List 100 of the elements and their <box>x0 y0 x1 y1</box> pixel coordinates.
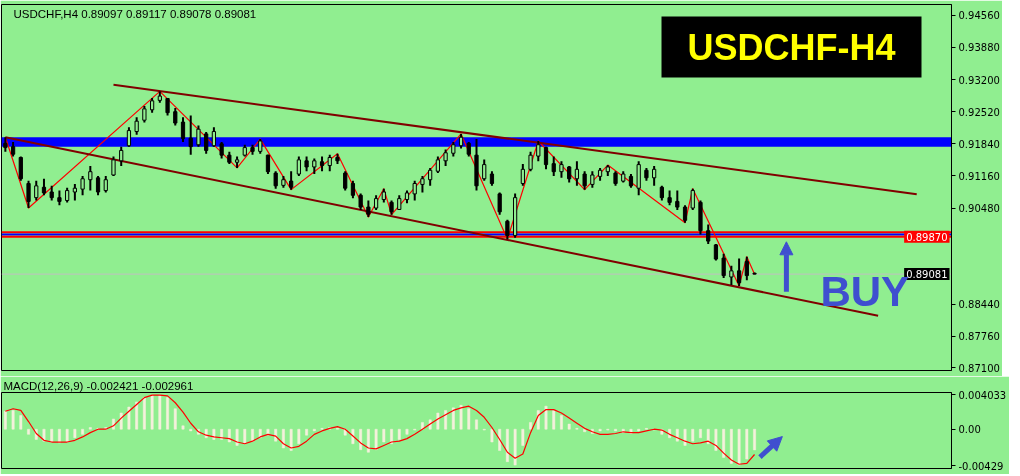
y-tick-label: 0.88440 <box>958 299 1000 311</box>
candlestick <box>736 257 742 287</box>
bar <box>467 408 471 430</box>
bar <box>544 405 548 430</box>
candlestick <box>95 174 101 197</box>
bar <box>722 428 726 458</box>
bar <box>289 428 293 451</box>
bar <box>745 428 749 460</box>
candlestick <box>528 150 533 173</box>
bar <box>583 428 587 433</box>
candlestick <box>536 139 541 163</box>
candlestick <box>80 174 85 197</box>
bar <box>65 428 69 443</box>
candlestick <box>551 155 556 177</box>
y-tick-label: 0.87100 <box>958 362 1000 374</box>
y-tick-label: 0.00 <box>958 424 981 436</box>
bar <box>451 407 455 430</box>
bar <box>436 412 440 430</box>
candlestick <box>636 160 641 197</box>
candlestick <box>520 163 525 187</box>
bar <box>552 410 556 430</box>
candlestick <box>211 126 217 148</box>
bar <box>81 428 85 435</box>
candlestick <box>505 218 510 241</box>
y-tick-label: 0.93880 <box>958 42 1000 54</box>
candlestick <box>343 170 348 192</box>
bar <box>567 423 571 430</box>
bar <box>3 411 7 430</box>
bar <box>282 428 285 449</box>
bar <box>490 428 494 443</box>
bar <box>142 397 146 430</box>
candlestick <box>204 131 209 155</box>
bar <box>405 428 409 435</box>
candlestick <box>119 145 124 168</box>
candlestick <box>412 179 417 202</box>
bar <box>444 410 448 430</box>
candlestick <box>126 126 132 148</box>
bar <box>181 425 185 430</box>
bar <box>706 428 710 444</box>
chart-title: MACD(12,26,9) -0.002421 -0.002961 <box>3 379 194 392</box>
bar <box>19 415 23 430</box>
bar <box>135 401 139 430</box>
candlestick <box>34 179 39 202</box>
bar <box>505 428 509 462</box>
line-series <box>4 394 756 465</box>
candlestick <box>675 189 680 211</box>
bar <box>50 428 54 443</box>
candlestick <box>482 158 487 182</box>
bar <box>521 428 525 446</box>
bar <box>699 428 702 439</box>
candlestick <box>652 165 657 187</box>
y-tick-label: 0.92520 <box>958 106 1000 118</box>
bar <box>560 415 563 430</box>
bar <box>374 428 378 450</box>
candlestick <box>196 124 201 148</box>
y-tick-label: 0.90480 <box>958 203 1000 215</box>
y-tick-label: 0.94560 <box>958 10 1000 22</box>
bar <box>11 410 15 430</box>
bar <box>382 428 386 443</box>
bar <box>220 428 224 440</box>
text: USDCHF-H4 <box>687 26 896 68</box>
candlestick <box>296 155 301 177</box>
bar <box>243 428 247 444</box>
bar <box>251 428 254 442</box>
bar <box>513 428 517 466</box>
candlestick <box>497 191 502 216</box>
candlestick <box>88 165 93 192</box>
bar <box>305 428 308 436</box>
candlestick <box>289 170 294 191</box>
y-tick-label: 0.91840 <box>958 138 1000 150</box>
bar <box>166 397 169 430</box>
bar <box>683 428 687 446</box>
candlestick <box>690 187 695 211</box>
bar <box>359 428 363 450</box>
candlestick <box>721 252 726 279</box>
bar <box>150 394 154 430</box>
bar <box>691 428 695 442</box>
y-tick-label: 0.004033 <box>958 389 1007 401</box>
bar <box>529 422 532 430</box>
bar <box>421 422 424 430</box>
bar <box>475 419 478 430</box>
ref-line-label: 0.89870 <box>906 231 948 243</box>
candlestick <box>574 160 580 187</box>
y-tick-label: 0.87760 <box>958 331 1000 343</box>
candlestick <box>180 116 186 143</box>
bar <box>173 408 177 430</box>
candlestick <box>188 114 193 156</box>
candlestick <box>744 255 749 282</box>
candlestick <box>111 155 116 177</box>
bar <box>158 394 162 430</box>
bar <box>714 428 718 451</box>
bar <box>235 428 239 446</box>
candlestick <box>706 223 711 245</box>
bar <box>397 428 401 440</box>
bar <box>737 428 741 466</box>
candlestick <box>26 179 31 210</box>
bar <box>127 406 131 430</box>
bar <box>73 428 77 439</box>
bar <box>459 405 463 430</box>
chart-subtitle: USDCHF,H4 0.89097 0.89117 0.89078 0.89081 <box>13 7 257 20</box>
